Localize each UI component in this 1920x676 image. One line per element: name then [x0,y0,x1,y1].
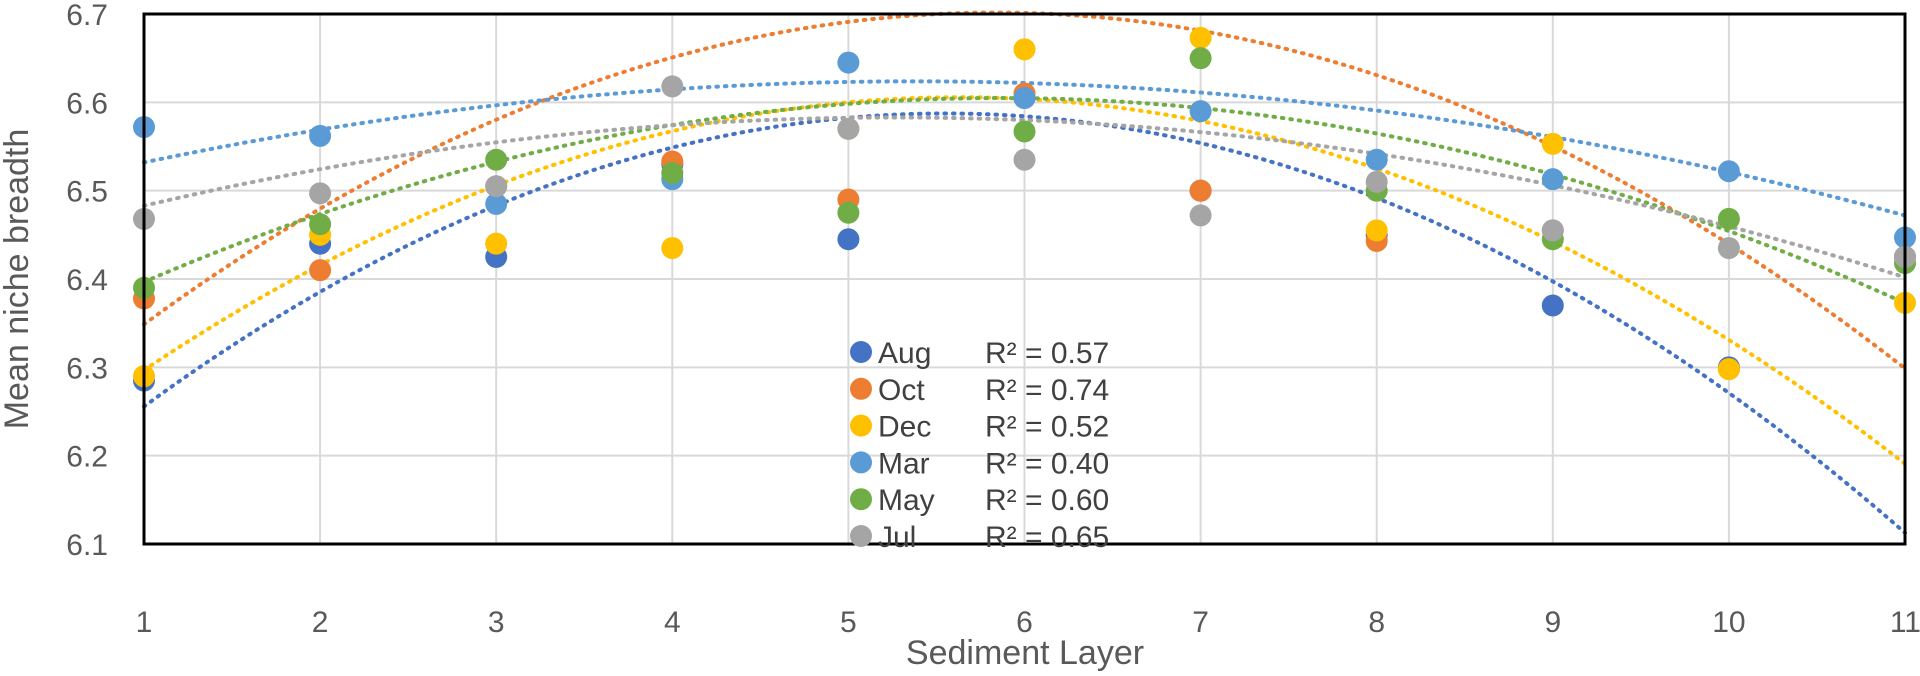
x-tick-label: 11 [1890,606,1920,639]
legend-marker-aug [850,341,872,363]
x-tick-label: 3 [488,606,505,639]
point-dec [1717,358,1740,381]
point-may [837,201,860,224]
point-mar [1717,160,1740,183]
point-mar [1541,168,1564,191]
x-tick-label: 10 [1712,606,1745,639]
legend-label-mar: Mar [878,447,930,480]
x-tick-label: 7 [1192,606,1209,639]
point-dec [1189,26,1212,49]
y-tick-label: 6.3 [66,352,108,385]
point-aug [837,228,860,251]
x-tick-label: 9 [1544,606,1561,639]
legend-marker-dec [850,414,872,437]
x-tick-label: 6 [1016,606,1033,639]
point-aug [1541,294,1564,317]
point-may [1189,47,1212,70]
legend-label-aug: Aug [878,337,931,370]
point-jul [485,175,508,198]
point-jul [1541,219,1564,242]
y-tick-label: 6.5 [66,176,108,209]
legend-marker-jul [850,525,872,547]
legend-marker-mar [850,451,872,474]
legend-label-may: May [878,484,935,517]
y-tick-label: 6.6 [66,87,108,120]
trendline-may [142,96,1907,306]
point-may [1013,120,1036,143]
legend-r2-mar: R² = 0.40 [985,447,1109,480]
point-mar [1013,86,1036,109]
point-dec [1541,132,1564,155]
legend-label-oct: Oct [878,374,925,407]
legend-marker-oct [850,377,872,400]
point-mar [485,192,508,215]
legend-r2-oct: R² = 0.74 [985,374,1109,407]
trendline-jul [142,115,1907,280]
point-jul [309,182,332,205]
x-tick-label: 4 [664,606,681,639]
y-tick-label: 6.7 [66,0,108,32]
point-jul [1189,204,1212,227]
point-oct [309,259,332,282]
legend: Aug R² = 0.57 Oct R² = 0.74 Dec R² = 0.52 Mar R… [850,337,1109,554]
trendline-aug [142,111,1907,535]
point-dec [661,237,684,260]
y-tick-label: 6.4 [66,264,108,297]
point-dec [1365,219,1388,242]
y-axis-ticks: 6.1 6.2 6.3 6.4 6.5 6.6 6.7 [66,0,108,562]
data-points [133,26,1916,392]
point-mar [309,124,332,147]
legend-r2-aug: R² = 0.57 [985,337,1109,370]
point-dec [485,232,508,255]
point-may [485,148,508,171]
legend-label-dec: Dec [878,411,931,444]
point-oct [1189,179,1212,202]
y-tick-label: 6.2 [66,441,108,474]
x-tick-label: 2 [312,606,329,639]
x-tick-label: 5 [840,606,857,639]
y-axis-title: Mean niche breadth [0,129,36,430]
point-may [661,162,684,184]
legend-label-jul: Jul [878,521,916,554]
point-may [309,213,332,236]
legend-r2-may: R² = 0.60 [985,484,1109,517]
point-may [1717,207,1740,230]
legend-marker-may [850,488,872,511]
y-tick-label: 6.1 [66,529,108,562]
x-axis-title: Sediment Layer [906,634,1144,672]
plot-frame [142,12,1907,546]
point-jul [1717,237,1740,260]
point-jul [661,75,684,98]
point-dec [1013,38,1036,61]
point-mar [1189,100,1212,123]
x-tick-label: 1 [136,606,153,639]
legend-r2-jul: R² = 0.65 [985,521,1109,554]
point-mar [837,51,860,74]
x-axis-ticks: 1 2 3 4 5 6 7 8 9 10 11 [136,606,1920,639]
legend-r2-dec: R² = 0.52 [985,411,1109,444]
point-jul [1013,148,1036,171]
point-jul [837,117,860,140]
point-jul [1365,170,1388,193]
point-mar [1365,148,1388,171]
x-tick-label: 8 [1368,606,1385,639]
